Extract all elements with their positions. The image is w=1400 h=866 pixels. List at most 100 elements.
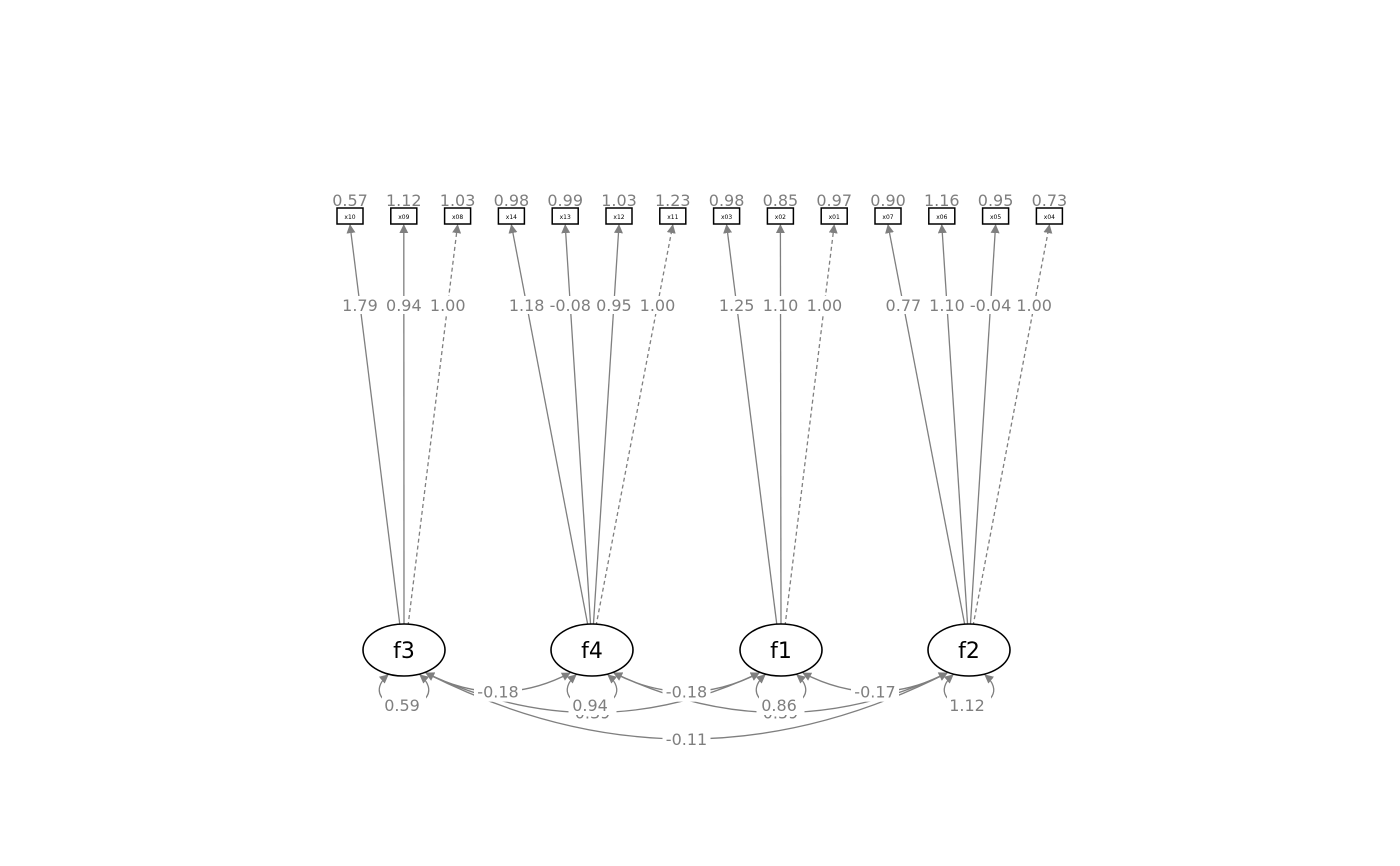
indicator-name-x05: x05: [990, 214, 1001, 221]
indicator-name-x04: x04: [1044, 214, 1055, 221]
indicator-variance-x10: 0.57: [332, 191, 368, 210]
indicator-box-x12: [605, 207, 633, 225]
loading-label-bg: [1018, 296, 1051, 314]
indicator-variance-x07: 0.90: [870, 191, 906, 210]
factor-variance-f4: 0.94: [572, 696, 608, 715]
indicator-variance-x03: 0.98: [709, 191, 745, 210]
loading-label-f3-x08: 1.00: [430, 296, 466, 315]
loading-label-f1-x03: 1.25: [719, 296, 755, 315]
loading-path-f2-x04: [972, 224, 1053, 627]
covariance-label-f3-f4: -0.18: [477, 683, 518, 702]
indicator-box-x13: [551, 207, 579, 225]
loading-path-f2-x07: [885, 224, 966, 627]
loading-label-bg: [887, 296, 920, 314]
factor-name-f3: f3: [393, 639, 415, 664]
loading-path-f1-x03: [723, 224, 778, 627]
indicator-name-x06: x06: [936, 214, 947, 221]
loading-label-bg: [431, 296, 464, 314]
indicator-box-x09: [390, 207, 418, 225]
indicator-variance-x12: 1.03: [601, 191, 637, 210]
covariance-label-f4-f1: -0.18: [666, 683, 707, 702]
loading-label-bg: [597, 296, 630, 314]
loading-label-f2-x05: -0.04: [970, 296, 1011, 315]
loading-label-f3-x09: 0.94: [386, 296, 422, 315]
indicator-variance-x14: 0.98: [494, 191, 530, 210]
indicator-box-x04: [1035, 207, 1064, 225]
factor-variance-label-bg: [947, 695, 991, 715]
factor-variance-f3: 0.59: [384, 696, 420, 715]
indicator-box-x07: [874, 207, 902, 225]
loading-label-bg: [930, 296, 963, 314]
loading-path-f4-x13: [561, 224, 592, 627]
loading-path-f3-x08: [407, 224, 462, 627]
loading-label-f4-x11: 1.00: [640, 296, 676, 315]
indicator-box-x14: [497, 207, 526, 225]
factor-node-f1: [739, 623, 823, 677]
loading-path-f3-x10: [346, 224, 401, 627]
loading-path-f1-x02: [775, 224, 785, 627]
loading-path-f2-x06: [937, 224, 969, 627]
factor-node-f2: [927, 623, 1011, 677]
indicator-variance-x11: 1.23: [655, 191, 691, 210]
indicator-variance-x08: 1.03: [440, 191, 476, 210]
loading-label-f1-x01: 1.00: [807, 296, 843, 315]
indicator-name-x03: x03: [721, 214, 732, 221]
factor-name-f1: f1: [770, 639, 792, 664]
factor-variance-f2: 1.12: [949, 696, 985, 715]
loading-label-f4-x12: 0.95: [596, 296, 632, 315]
indicator-name-x01: x01: [829, 214, 840, 221]
indicator-box-x05: [981, 207, 1010, 225]
factor-variance-f1: 0.86: [761, 696, 797, 715]
loading-label-bg: [343, 296, 376, 314]
covariance-label-f3-f2: -0.11: [666, 730, 707, 749]
factor-name-f4: f4: [581, 639, 603, 664]
indicator-name-x09: x09: [398, 214, 409, 221]
loading-label-bg: [387, 296, 420, 314]
indicator-variance-x09: 1.12: [386, 191, 422, 210]
factor-node-f3: [362, 623, 446, 677]
covariance-label-f1-f2: -0.17: [854, 683, 895, 702]
covariance-label-bg: [474, 681, 522, 702]
indicator-box-x10: [336, 207, 364, 225]
indicator-name-x12: x12: [613, 214, 624, 221]
factor-variance-label-bg: [570, 695, 614, 715]
indicator-variance-x06: 1.16: [924, 191, 960, 210]
indicator-box-x02: [766, 207, 795, 225]
labels-layer: 1.79 0.94 1.00 1.18 -0.08 0.95 1.00 1.25 1.10 1.0…: [332, 191, 1067, 749]
loading-label-f2-x07: 0.77: [886, 296, 922, 315]
loading-label-f4-x14: 1.18: [509, 296, 545, 315]
indicator-variance-x13: 0.99: [547, 191, 583, 210]
indicator-box-x08: [443, 207, 472, 225]
indicator-name-x13: x13: [560, 214, 571, 221]
factor-variance-label-bg: [759, 695, 803, 715]
indicator-box-x11: [659, 207, 687, 225]
indicator-variance-x01: 0.97: [816, 191, 852, 210]
indicator-name-x10: x10: [344, 214, 355, 221]
nodes-layer: x10 x09 x08 x14 x13 x12 x11 x03 x02 x01 x07 x06 x05 x…: [336, 207, 1064, 677]
indicator-box-x01: [820, 207, 848, 225]
indicator-name-x08: x08: [452, 214, 463, 221]
indicator-variance-x04: 0.73: [1032, 191, 1068, 210]
loading-path-f2-x05: [969, 224, 1000, 627]
loading-label-bg: [720, 296, 753, 314]
loading-path-f4-x14: [508, 224, 589, 627]
loading-label-f1-x02: 1.10: [763, 296, 799, 315]
factor-variance-label-bg: [382, 695, 426, 715]
factor-node-f4: [550, 623, 634, 677]
loading-label-bg: [554, 296, 587, 314]
loading-path-f4-x11: [595, 224, 676, 627]
indicator-name-x11: x11: [667, 214, 678, 221]
loading-label-f3-x10: 1.79: [342, 296, 378, 315]
covariance-label-bg: [662, 681, 711, 702]
loading-label-bg: [510, 296, 543, 314]
loading-path-f1-x01: [784, 224, 838, 627]
indicator-box-x03: [712, 207, 741, 225]
indicator-variance-x02: 0.85: [763, 191, 799, 210]
loading-label-f2-x06: 1.10: [929, 296, 965, 315]
loading-label-f2-x04: 1.00: [1016, 296, 1052, 315]
indicator-name-x14: x14: [506, 214, 517, 221]
loading-label-f4-x13: -0.08: [550, 296, 591, 315]
loading-label-bg: [808, 296, 841, 314]
loading-label-bg: [641, 296, 674, 314]
